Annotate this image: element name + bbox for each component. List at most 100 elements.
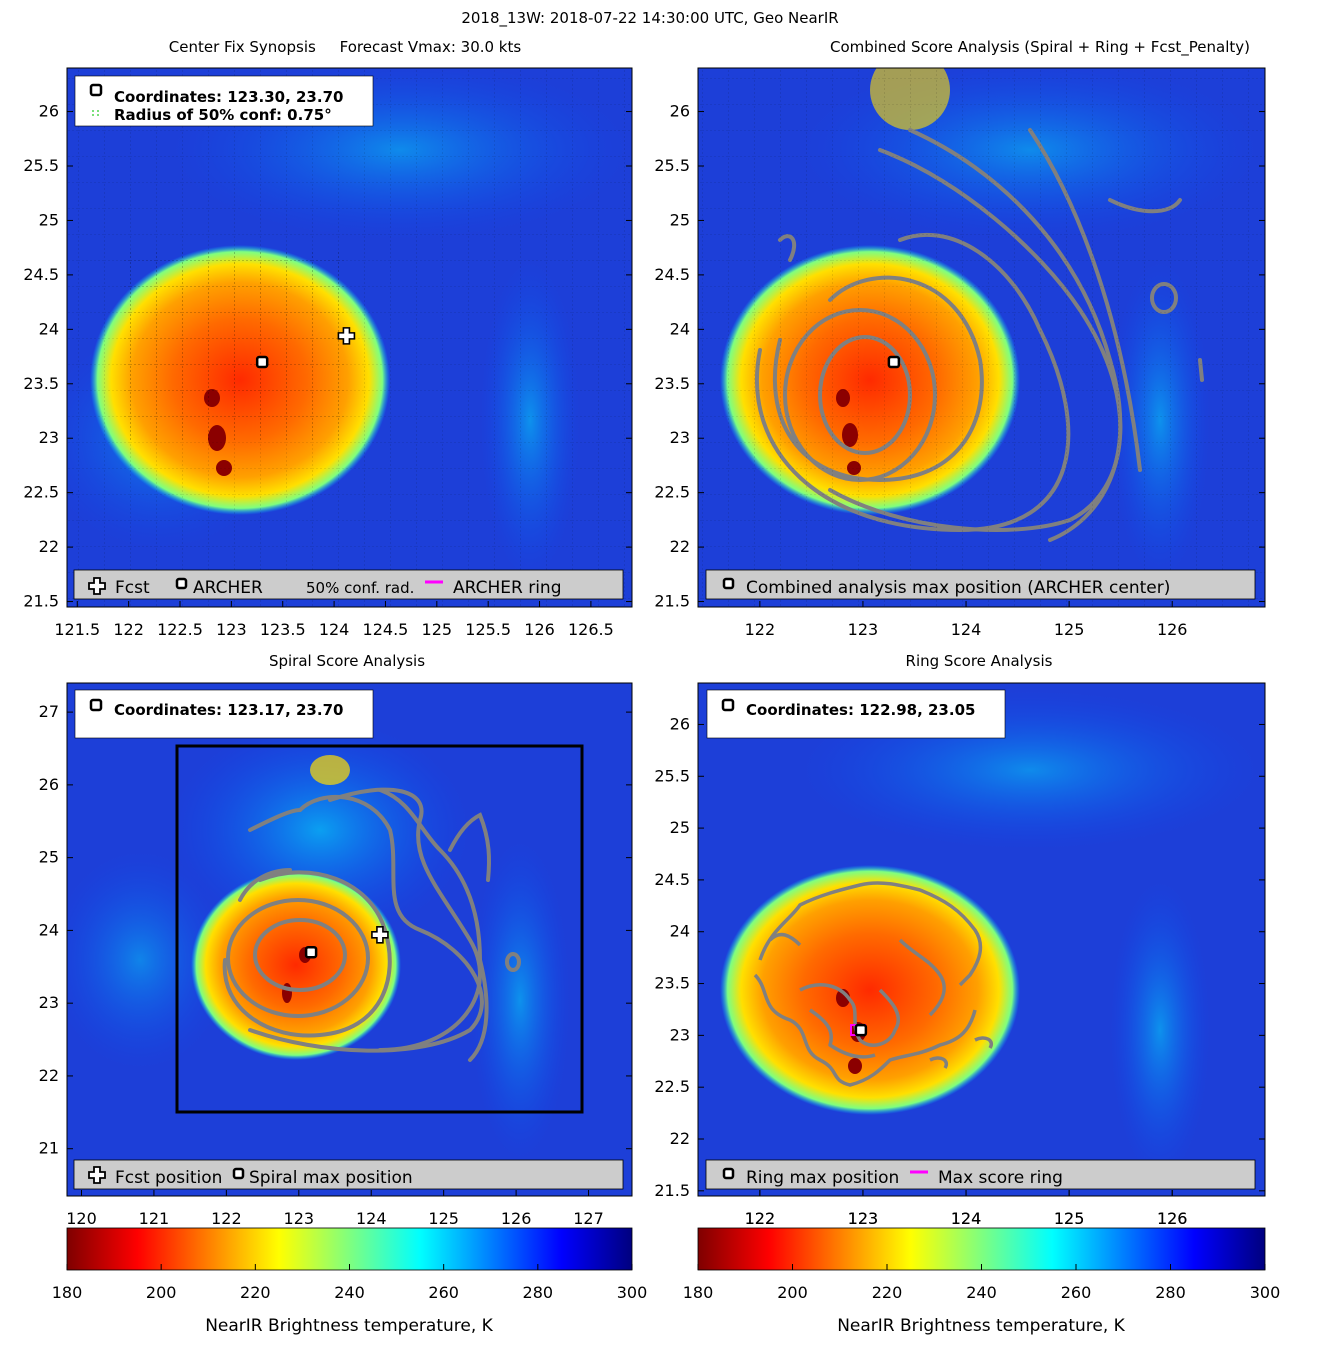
y-tick-label: 21.5 xyxy=(654,1181,690,1200)
colorbar-right: 180 200 220 240 260 280 300 122 123 124 125 126 Nea… xyxy=(683,1190,1280,1336)
x-tick-label: 125 xyxy=(422,620,453,639)
y-tick-label: 26 xyxy=(39,102,59,121)
colorbar-tick-label: 220 xyxy=(240,1283,271,1302)
square-marker-icon xyxy=(722,577,735,590)
plot-frame xyxy=(697,67,1266,608)
colorbar-tick-label: 240 xyxy=(966,1283,997,1302)
info-box xyxy=(706,689,1006,739)
x-tick-label: 124.5 xyxy=(363,620,409,639)
y-tick-label: 25.5 xyxy=(654,766,690,785)
y-tick-label: 23 xyxy=(670,428,690,447)
score-contours xyxy=(222,787,521,1062)
y-tick-label: 26 xyxy=(670,714,690,733)
x-tick-label: 126 xyxy=(1157,1209,1188,1228)
panel-spiral: Spiral Score Analysis xyxy=(39,652,633,1197)
x-tick-label: 124 xyxy=(951,620,982,639)
x-tick-label: 123 xyxy=(848,1209,879,1228)
panel-title: Center Fix Synopsis Forecast Vmax: 30.0 … xyxy=(169,38,522,56)
y-tick-label: 26 xyxy=(39,775,59,794)
y-tick-label: 24.5 xyxy=(654,870,690,889)
legend-box xyxy=(705,1159,1256,1190)
legend-label: Combined analysis max position (ARCHER c… xyxy=(746,578,1170,598)
archer-center-marker xyxy=(854,1023,868,1037)
y-tick-label: 22.5 xyxy=(654,1077,690,1096)
square-marker-icon xyxy=(89,83,103,97)
plot-frame xyxy=(66,682,633,1197)
x-tick-label: 125 xyxy=(1054,1209,1085,1228)
y-tick-label: 22.5 xyxy=(23,483,59,502)
figure-title: 2018_13W: 2018-07-22 14:30:00 UTC, Geo N… xyxy=(461,9,838,28)
cloud-band xyxy=(1110,880,1210,1180)
archer-center-marker xyxy=(304,945,318,959)
x-tick-label: 125 xyxy=(1054,1209,1085,1228)
y-tick-label: 21 xyxy=(39,1139,59,1158)
archer-center-marker xyxy=(887,355,901,369)
archer-center-marker xyxy=(255,355,269,369)
y-tick-label: 22 xyxy=(670,537,690,556)
y-tick-label: 26 xyxy=(670,102,690,121)
storm-core xyxy=(720,865,1020,1115)
legend-box xyxy=(73,1159,624,1190)
colorbar-gradient xyxy=(66,1227,633,1271)
y-tick-label: 21.5 xyxy=(654,592,690,611)
y-tick-label: 23 xyxy=(39,993,59,1012)
cold-cloud-top xyxy=(848,1058,862,1074)
x-tick-label: 123 xyxy=(284,1209,315,1228)
search-box xyxy=(175,744,584,1114)
x-tick-label: 125 xyxy=(1054,620,1085,639)
x-tick-label: 126 xyxy=(501,1209,532,1228)
panel-title: Ring Score Analysis xyxy=(906,652,1053,670)
x-tick-label: 126 xyxy=(1157,1209,1188,1228)
x-tick-label: 124 xyxy=(356,1209,387,1228)
x-tick-label: 126 xyxy=(524,620,555,639)
legend-label: 50% conf. rad. xyxy=(306,579,414,597)
y-tick-label: 24 xyxy=(39,920,59,939)
info-box xyxy=(74,689,374,739)
colorbar-tick-label: 280 xyxy=(523,1283,554,1302)
y-tick-label: 23 xyxy=(670,1025,690,1044)
legend-box xyxy=(73,569,624,600)
axes-combined: 21.5 22 22.5 23 23.5 24 24.5 25 25.5 26 122 123 124 1… xyxy=(654,102,1265,639)
y-tick-label: 22 xyxy=(670,1129,690,1148)
info-coordinates: Coordinates: 123.30, 23.70 xyxy=(114,88,343,106)
colorbar-tick-label: 240 xyxy=(334,1283,365,1302)
legend-label: Fcst position xyxy=(115,1168,222,1188)
panel-title: Combined Score Analysis (Spiral + Ring +… xyxy=(830,38,1250,57)
cloud-band xyxy=(67,850,230,1070)
x-tick-label: 126.5 xyxy=(568,620,614,639)
info-radius: Radius of 50% conf: 0.75° xyxy=(114,106,332,124)
y-tick-label: 23.5 xyxy=(654,974,690,993)
x-tick-label: 123.5 xyxy=(260,620,306,639)
square-marker-icon xyxy=(232,1167,245,1180)
colorbar-tick-label: 180 xyxy=(683,1283,714,1302)
lat-lon-grid xyxy=(698,68,1265,607)
y-tick-label: 24 xyxy=(670,319,690,338)
panel-center-fix: Center Fix Synopsis Forecast Vmax: 30.0 … xyxy=(23,38,633,639)
x-tick-label: 121 xyxy=(139,1209,170,1228)
info-box xyxy=(74,75,374,127)
y-tick-label: 25 xyxy=(670,210,690,229)
y-tick-label: 23 xyxy=(39,428,59,447)
x-tick-label: 127 xyxy=(573,1209,604,1228)
x-tick-label: 125.5 xyxy=(465,620,511,639)
y-tick-label: 22 xyxy=(39,1066,59,1085)
legend-label: Ring max position xyxy=(746,1168,899,1188)
y-tick-label: 22 xyxy=(39,537,59,556)
x-tick-label: 124 xyxy=(319,620,350,639)
x-tick-label: 126 xyxy=(1157,620,1188,639)
y-tick-label: 21.5 xyxy=(23,592,59,611)
legend-label: Max score ring xyxy=(938,1168,1063,1188)
x-tick-label: 120 xyxy=(66,1209,97,1228)
panel-title: Spiral Score Analysis xyxy=(269,652,425,670)
legend-label: ARCHER ring xyxy=(453,578,561,598)
axes-spiral: 21 22 23 24 25 26 27 xyxy=(39,702,632,1158)
axes-center-fix: 21.5 22 22.5 23 23.5 24 24.5 25 25.5 26 121.5 122 12… xyxy=(23,102,632,639)
y-tick-label: 22.5 xyxy=(654,483,690,502)
x-tick-label: 122 xyxy=(745,1209,776,1228)
x-tick-label: 123 xyxy=(848,620,879,639)
y-tick-label: 24 xyxy=(670,922,690,941)
y-tick-label: 24.5 xyxy=(654,265,690,284)
x-tick-label: 123 xyxy=(848,1209,879,1228)
